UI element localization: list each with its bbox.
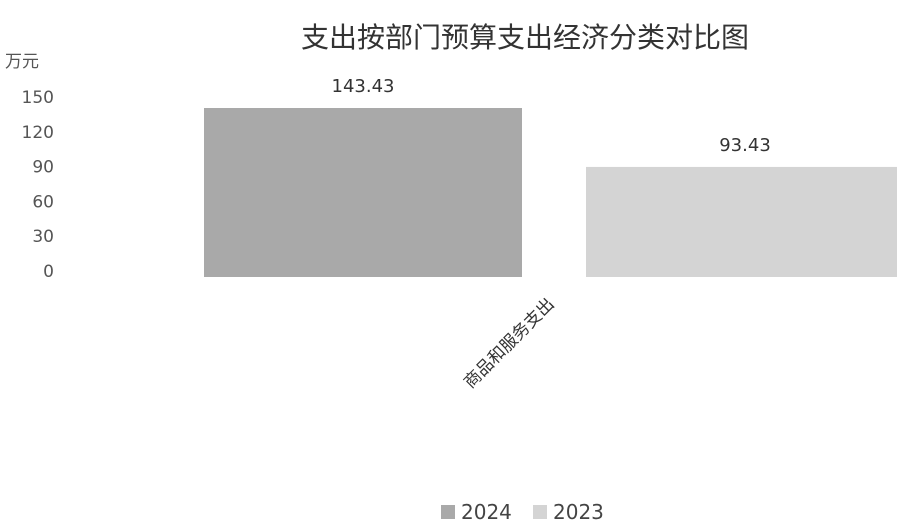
data-label-2024: 143.43 xyxy=(332,76,395,97)
y-axis-unit-label: 万元 xyxy=(5,52,39,72)
y-tick-label: 30 xyxy=(32,227,54,247)
y-tick-label: 60 xyxy=(32,192,54,212)
y-tick-label: 120 xyxy=(22,123,54,143)
x-category-label: 商品和服务支出 xyxy=(460,294,558,392)
bar-2023[interactable] xyxy=(586,166,897,277)
data-labels: 143.43 93.43 xyxy=(332,76,771,156)
y-tick-label: 90 xyxy=(32,158,54,178)
legend[interactable]: 2024 2023 xyxy=(441,500,604,524)
y-axis-ticks: 150 120 90 60 30 0 xyxy=(22,88,54,282)
bar-2024[interactable] xyxy=(204,108,522,277)
chart-title: 支出按部门预算支出经济分类对比图 xyxy=(301,21,749,54)
y-tick-label: 0 xyxy=(43,262,54,282)
legend-swatch-2024[interactable] xyxy=(441,505,455,519)
legend-label-2024[interactable]: 2024 xyxy=(461,500,512,524)
y-tick-label: 150 xyxy=(22,88,54,108)
legend-label-2023[interactable]: 2023 xyxy=(553,500,604,524)
x-axis-category-labels: 商品和服务支出 xyxy=(460,294,558,392)
data-label-2023: 93.43 xyxy=(719,135,771,156)
legend-swatch-2023[interactable] xyxy=(533,505,547,519)
bar-series xyxy=(204,108,897,277)
